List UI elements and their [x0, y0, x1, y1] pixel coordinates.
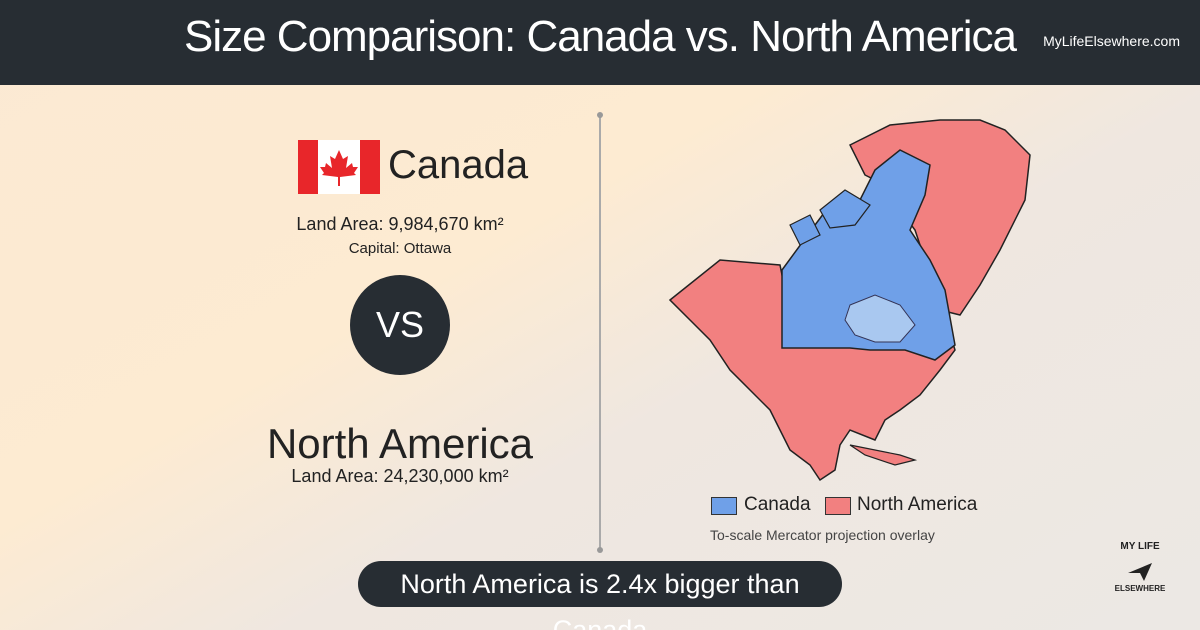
logo-text: MY LIFE	[1120, 541, 1160, 552]
country-name: Canada	[388, 143, 529, 187]
divider	[599, 115, 601, 550]
vs-badge: VS	[350, 275, 450, 375]
arctic-island	[819, 189, 871, 229]
region-name: North America	[266, 420, 534, 467]
divider-dot	[597, 112, 603, 118]
map-note: To-scale Mercator projection overlay	[710, 527, 935, 543]
caribbean	[849, 444, 918, 466]
arctic-island	[789, 214, 821, 246]
hudson-bay	[844, 294, 916, 343]
legend-label: North America	[857, 494, 978, 515]
capital: Capital: Ottawa	[348, 240, 452, 257]
logo-text: ELSEWHERE	[1115, 584, 1166, 593]
region-land-area: Land Area: 24,230,000 km²	[291, 466, 509, 486]
logo-plane	[1128, 563, 1152, 581]
legend-swatch	[825, 497, 851, 515]
legend-swatch	[711, 497, 737, 515]
map	[668, 119, 1031, 482]
summary-banner: North America is 2.4x bigger than Canada	[358, 561, 842, 630]
header: Size Comparison: Canada vs. North Americ…	[0, 0, 1200, 85]
canada-flag	[298, 140, 380, 194]
site-name: MyLifeElsewhere.com	[1043, 33, 1180, 49]
land-area: Land Area: 9,984,670 km²	[296, 214, 504, 234]
divider-dot	[597, 547, 603, 553]
title: Size Comparison: Canada vs. North Americ…	[183, 12, 1017, 61]
legend-label: Canada	[744, 494, 811, 515]
logo: MY LIFE ELSEWHERE	[1115, 541, 1166, 593]
